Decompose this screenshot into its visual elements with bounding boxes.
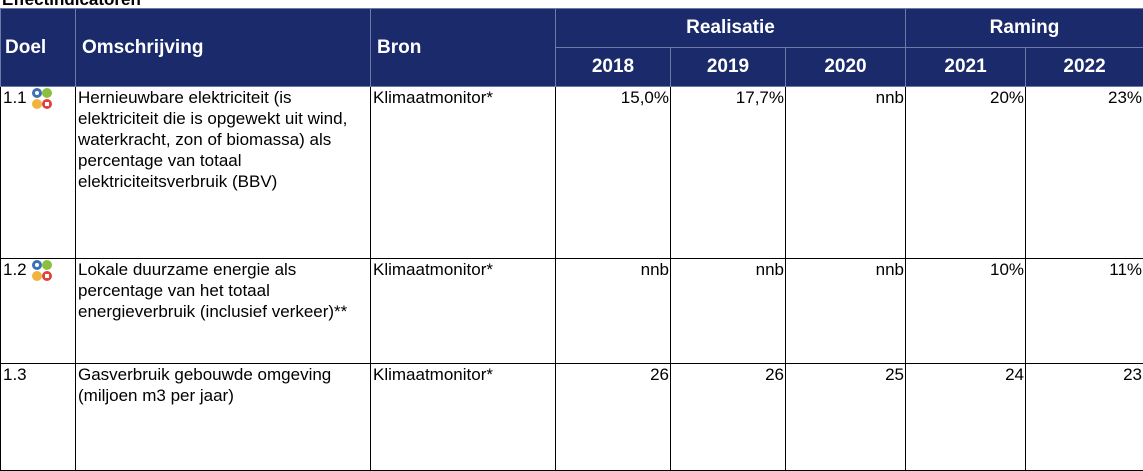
head-bron: Bron: [371, 9, 556, 87]
value: nnb: [786, 259, 906, 364]
value: 11%: [1026, 259, 1143, 364]
doel: 1.3: [3, 365, 27, 384]
value: 24: [906, 364, 1026, 471]
head-realisatie: Realisatie: [556, 9, 906, 48]
value: 23: [1026, 364, 1143, 471]
head-year: 2021: [906, 48, 1026, 87]
goal-icon: [31, 87, 53, 111]
head-omschrijving: Omschrijving: [76, 9, 371, 87]
goal-icon: [31, 259, 53, 283]
indicator-table: Doel Omschrijving Bron Realisatie Raming…: [0, 8, 1143, 471]
value: 17,7%: [671, 87, 786, 259]
head-doel: Doel: [1, 9, 76, 87]
head-year: 2022: [1026, 48, 1143, 87]
omschrijving: Lokale duurzame energie als percentage v…: [76, 259, 371, 364]
value: nnb: [671, 259, 786, 364]
head-year: 2019: [671, 48, 786, 87]
value: nnb: [556, 259, 671, 364]
head-year: 2018: [556, 48, 671, 87]
doel-cell: 1.2: [1, 259, 76, 364]
doel: 1.1: [3, 88, 27, 107]
value: nnb: [786, 87, 906, 259]
value: 10%: [906, 259, 1026, 364]
head-year: 2020: [786, 48, 906, 87]
row: 1.1 Hernieuwbare elektriciteit (is elektr…: [1, 87, 1143, 259]
doel-cell: 1.3: [1, 364, 76, 471]
doel-cell: 1.1: [1, 87, 76, 259]
row: 1.2 Lokale duurzame energie als percentag…: [1, 259, 1143, 364]
value: 20%: [906, 87, 1026, 259]
bron: Klimaatmonitor*: [371, 87, 556, 259]
bron: Klimaatmonitor*: [371, 364, 556, 471]
head-raming: Raming: [906, 9, 1143, 48]
icon-wrap: [31, 87, 53, 116]
omschrijving: Hernieuwbare elektriciteit (is elektrici…: [76, 87, 371, 259]
value: 26: [556, 364, 671, 471]
value: 26: [671, 364, 786, 471]
value: 15,0%: [556, 87, 671, 259]
table-body: 1.1 Hernieuwbare elektriciteit (is elektr…: [1, 87, 1143, 471]
doel: 1.2: [3, 260, 27, 279]
omschrijving: Gasverbruik gebouwde omgeving (miljoen m…: [76, 364, 371, 471]
icon-wrap: [31, 259, 53, 288]
value: 23%: [1026, 87, 1143, 259]
bron: Klimaatmonitor*: [371, 259, 556, 364]
value: 25: [786, 364, 906, 471]
row: 1.3 Gasverbruik gebouwde omgeving (miljoe…: [1, 364, 1143, 471]
